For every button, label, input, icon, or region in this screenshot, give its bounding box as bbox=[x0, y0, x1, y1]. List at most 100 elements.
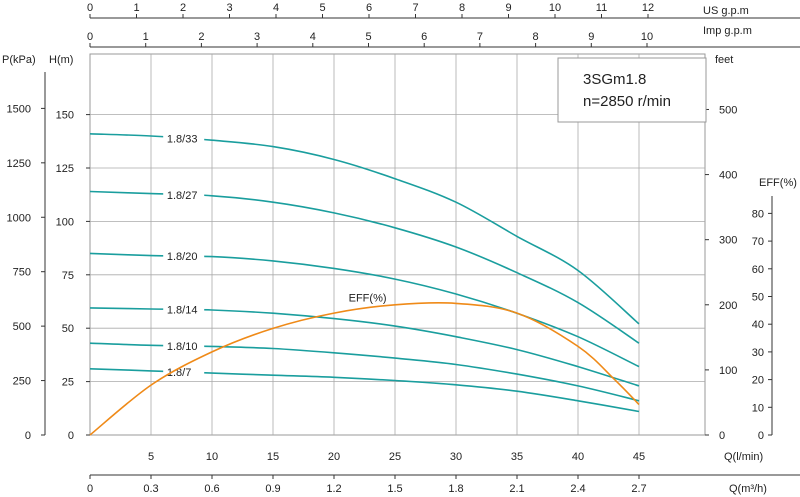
imp-gpm-tick-label: 9 bbox=[588, 31, 594, 43]
imp-gpm-label: Imp g.p.m bbox=[703, 25, 752, 37]
imp-gpm-tick-label: 6 bbox=[421, 31, 427, 43]
axes bbox=[41, 14, 800, 479]
imp-gpm-tick-label: 5 bbox=[365, 31, 371, 43]
q-lmin-label: Q(l/min) bbox=[724, 451, 763, 463]
curve-label: 1.8/27 bbox=[167, 190, 198, 202]
curve-label-bg bbox=[163, 302, 205, 317]
eff-label: EFF(%) bbox=[759, 177, 797, 189]
q-m3h-tick-label: 1.2 bbox=[326, 483, 341, 495]
q-lmin-tick-label: 45 bbox=[633, 451, 645, 463]
grid bbox=[89, 53, 706, 436]
imp-gpm-tick-label: 0 bbox=[87, 31, 93, 43]
q-lmin-tick-label: 5 bbox=[148, 451, 154, 463]
us-gpm-tick-label: 4 bbox=[273, 2, 279, 14]
imp-gpm-tick-label: 10 bbox=[641, 31, 653, 43]
curve-label-bg bbox=[163, 131, 205, 146]
h-m-tick-label: 0 bbox=[68, 430, 74, 442]
us-gpm-tick-label: 6 bbox=[366, 2, 372, 14]
h-m-tick-label: 100 bbox=[56, 216, 74, 228]
imp-gpm-tick-label: 3 bbox=[254, 31, 260, 43]
q-m3h-label: Q(m³/h) bbox=[729, 483, 767, 495]
p-kpa-label: P(kPa) bbox=[2, 54, 36, 66]
p-kpa-tick-label: 750 bbox=[13, 267, 31, 279]
q-lmin-tick-label: 30 bbox=[450, 451, 462, 463]
eff-tick-label: 0 bbox=[758, 430, 764, 442]
curves: 1.8/33 1.8/27 1.8/20 1.8/14 1.8/10 1.8/7 EFF(%… bbox=[89, 131, 640, 436]
title-box: 3SGm1.8 n=2850 r/min bbox=[557, 57, 707, 123]
eff-tick-label: 60 bbox=[752, 264, 764, 276]
head-curve-1.8-27 bbox=[89, 190, 640, 344]
us-gpm-tick-label: 11 bbox=[596, 2, 607, 14]
curve-label: 1.8/20 bbox=[167, 251, 198, 263]
title-box-frame bbox=[557, 57, 707, 123]
eff-tick-label: 70 bbox=[752, 236, 764, 248]
us-gpm-tick-label: 3 bbox=[226, 2, 232, 14]
us-gpm-tick-label: 5 bbox=[319, 2, 325, 14]
q-m3h-tick-label: 0 bbox=[87, 483, 93, 495]
curve-label-bg bbox=[163, 187, 205, 202]
q-lmin-tick-label: 15 bbox=[267, 451, 279, 463]
p-kpa-tick-label: 250 bbox=[13, 376, 31, 388]
eff-tick-label: 20 bbox=[752, 375, 764, 387]
imp-gpm-tick-label: 4 bbox=[310, 31, 316, 43]
q-m3h-tick-label: 0.6 bbox=[204, 483, 219, 495]
eff-curve bbox=[89, 302, 640, 436]
us-gpm-tick-label: 2 bbox=[180, 2, 186, 14]
chart-subtitle: n=2850 r/min bbox=[583, 93, 671, 110]
curve-label-bg bbox=[163, 365, 205, 380]
q-m3h-tick-label: 2.7 bbox=[631, 483, 646, 495]
feet-tick-label: 0 bbox=[719, 430, 725, 442]
p-kpa-tick-label: 1500 bbox=[7, 103, 31, 115]
p-kpa-tick-label: 1000 bbox=[7, 212, 31, 224]
eff-tick-label: 40 bbox=[752, 319, 764, 331]
feet-tick-label: 500 bbox=[719, 104, 737, 116]
eff-tick-label: 10 bbox=[752, 402, 764, 414]
q-m3h-tick-label: 0.3 bbox=[143, 483, 158, 495]
us-gpm-tick-label: 0 bbox=[87, 2, 93, 14]
imp-gpm-tick-label: 8 bbox=[533, 31, 539, 43]
q-lmin-tick-label: 35 bbox=[511, 451, 523, 463]
imp-gpm-tick-label: 1 bbox=[143, 31, 149, 43]
us-gpm-tick-label: 8 bbox=[459, 2, 465, 14]
imp-gpm-tick-label: 2 bbox=[198, 31, 204, 43]
q-m3h-tick-label: 1.5 bbox=[387, 483, 402, 495]
q-m3h-tick-label: 2.4 bbox=[570, 483, 585, 495]
us-gpm-tick-label: 1 bbox=[133, 2, 139, 14]
p-kpa-tick-label: 500 bbox=[13, 321, 31, 333]
us-gpm-tick-label: 12 bbox=[642, 2, 654, 14]
q-lmin-tick-label: 25 bbox=[389, 451, 401, 463]
q-lmin-tick-label: 40 bbox=[572, 451, 584, 463]
h-m-tick-label: 150 bbox=[56, 110, 74, 122]
imp-gpm-tick-label: 7 bbox=[477, 31, 483, 43]
curve-label: 1.8/33 bbox=[167, 133, 198, 145]
curve-label-bg bbox=[163, 338, 205, 353]
feet-tick-label: 200 bbox=[719, 300, 737, 312]
h-m-tick-label: 75 bbox=[62, 270, 74, 282]
us-gpm-tick-label: 7 bbox=[412, 2, 418, 14]
h-m-tick-label: 125 bbox=[56, 163, 74, 175]
curve-label: 1.8/10 bbox=[167, 341, 198, 353]
feet-tick-label: 400 bbox=[719, 170, 737, 182]
feet-tick-label: 100 bbox=[719, 365, 737, 377]
q-m3h-tick-label: 1.8 bbox=[448, 483, 463, 495]
curve-label: 1.8/7 bbox=[167, 367, 191, 379]
eff-tick-label: 80 bbox=[752, 208, 764, 220]
q-m3h-tick-label: 2.1 bbox=[509, 483, 524, 495]
us-gpm-tick-label: 10 bbox=[549, 2, 561, 14]
curve-label-bg bbox=[163, 249, 205, 264]
us-gpm-label: US g.p.m bbox=[703, 5, 749, 17]
p-kpa-tick-label: 1250 bbox=[7, 158, 31, 170]
q-m3h-tick-label: 0.9 bbox=[265, 483, 280, 495]
h-m-tick-label: 25 bbox=[62, 377, 74, 389]
q-lmin-tick-label: 20 bbox=[328, 451, 340, 463]
q-lmin-tick-label: 10 bbox=[206, 451, 218, 463]
us-gpm-tick-label: 9 bbox=[505, 2, 511, 14]
eff-tick-label: 50 bbox=[752, 292, 764, 304]
feet-tick-label: 300 bbox=[719, 235, 737, 247]
feet-label: feet bbox=[715, 54, 733, 66]
h-m-tick-label: 50 bbox=[62, 323, 74, 335]
curve-label: 1.8/14 bbox=[167, 305, 198, 317]
h-m-label: H(m) bbox=[49, 54, 73, 66]
eff-tick-label: 30 bbox=[752, 347, 764, 359]
